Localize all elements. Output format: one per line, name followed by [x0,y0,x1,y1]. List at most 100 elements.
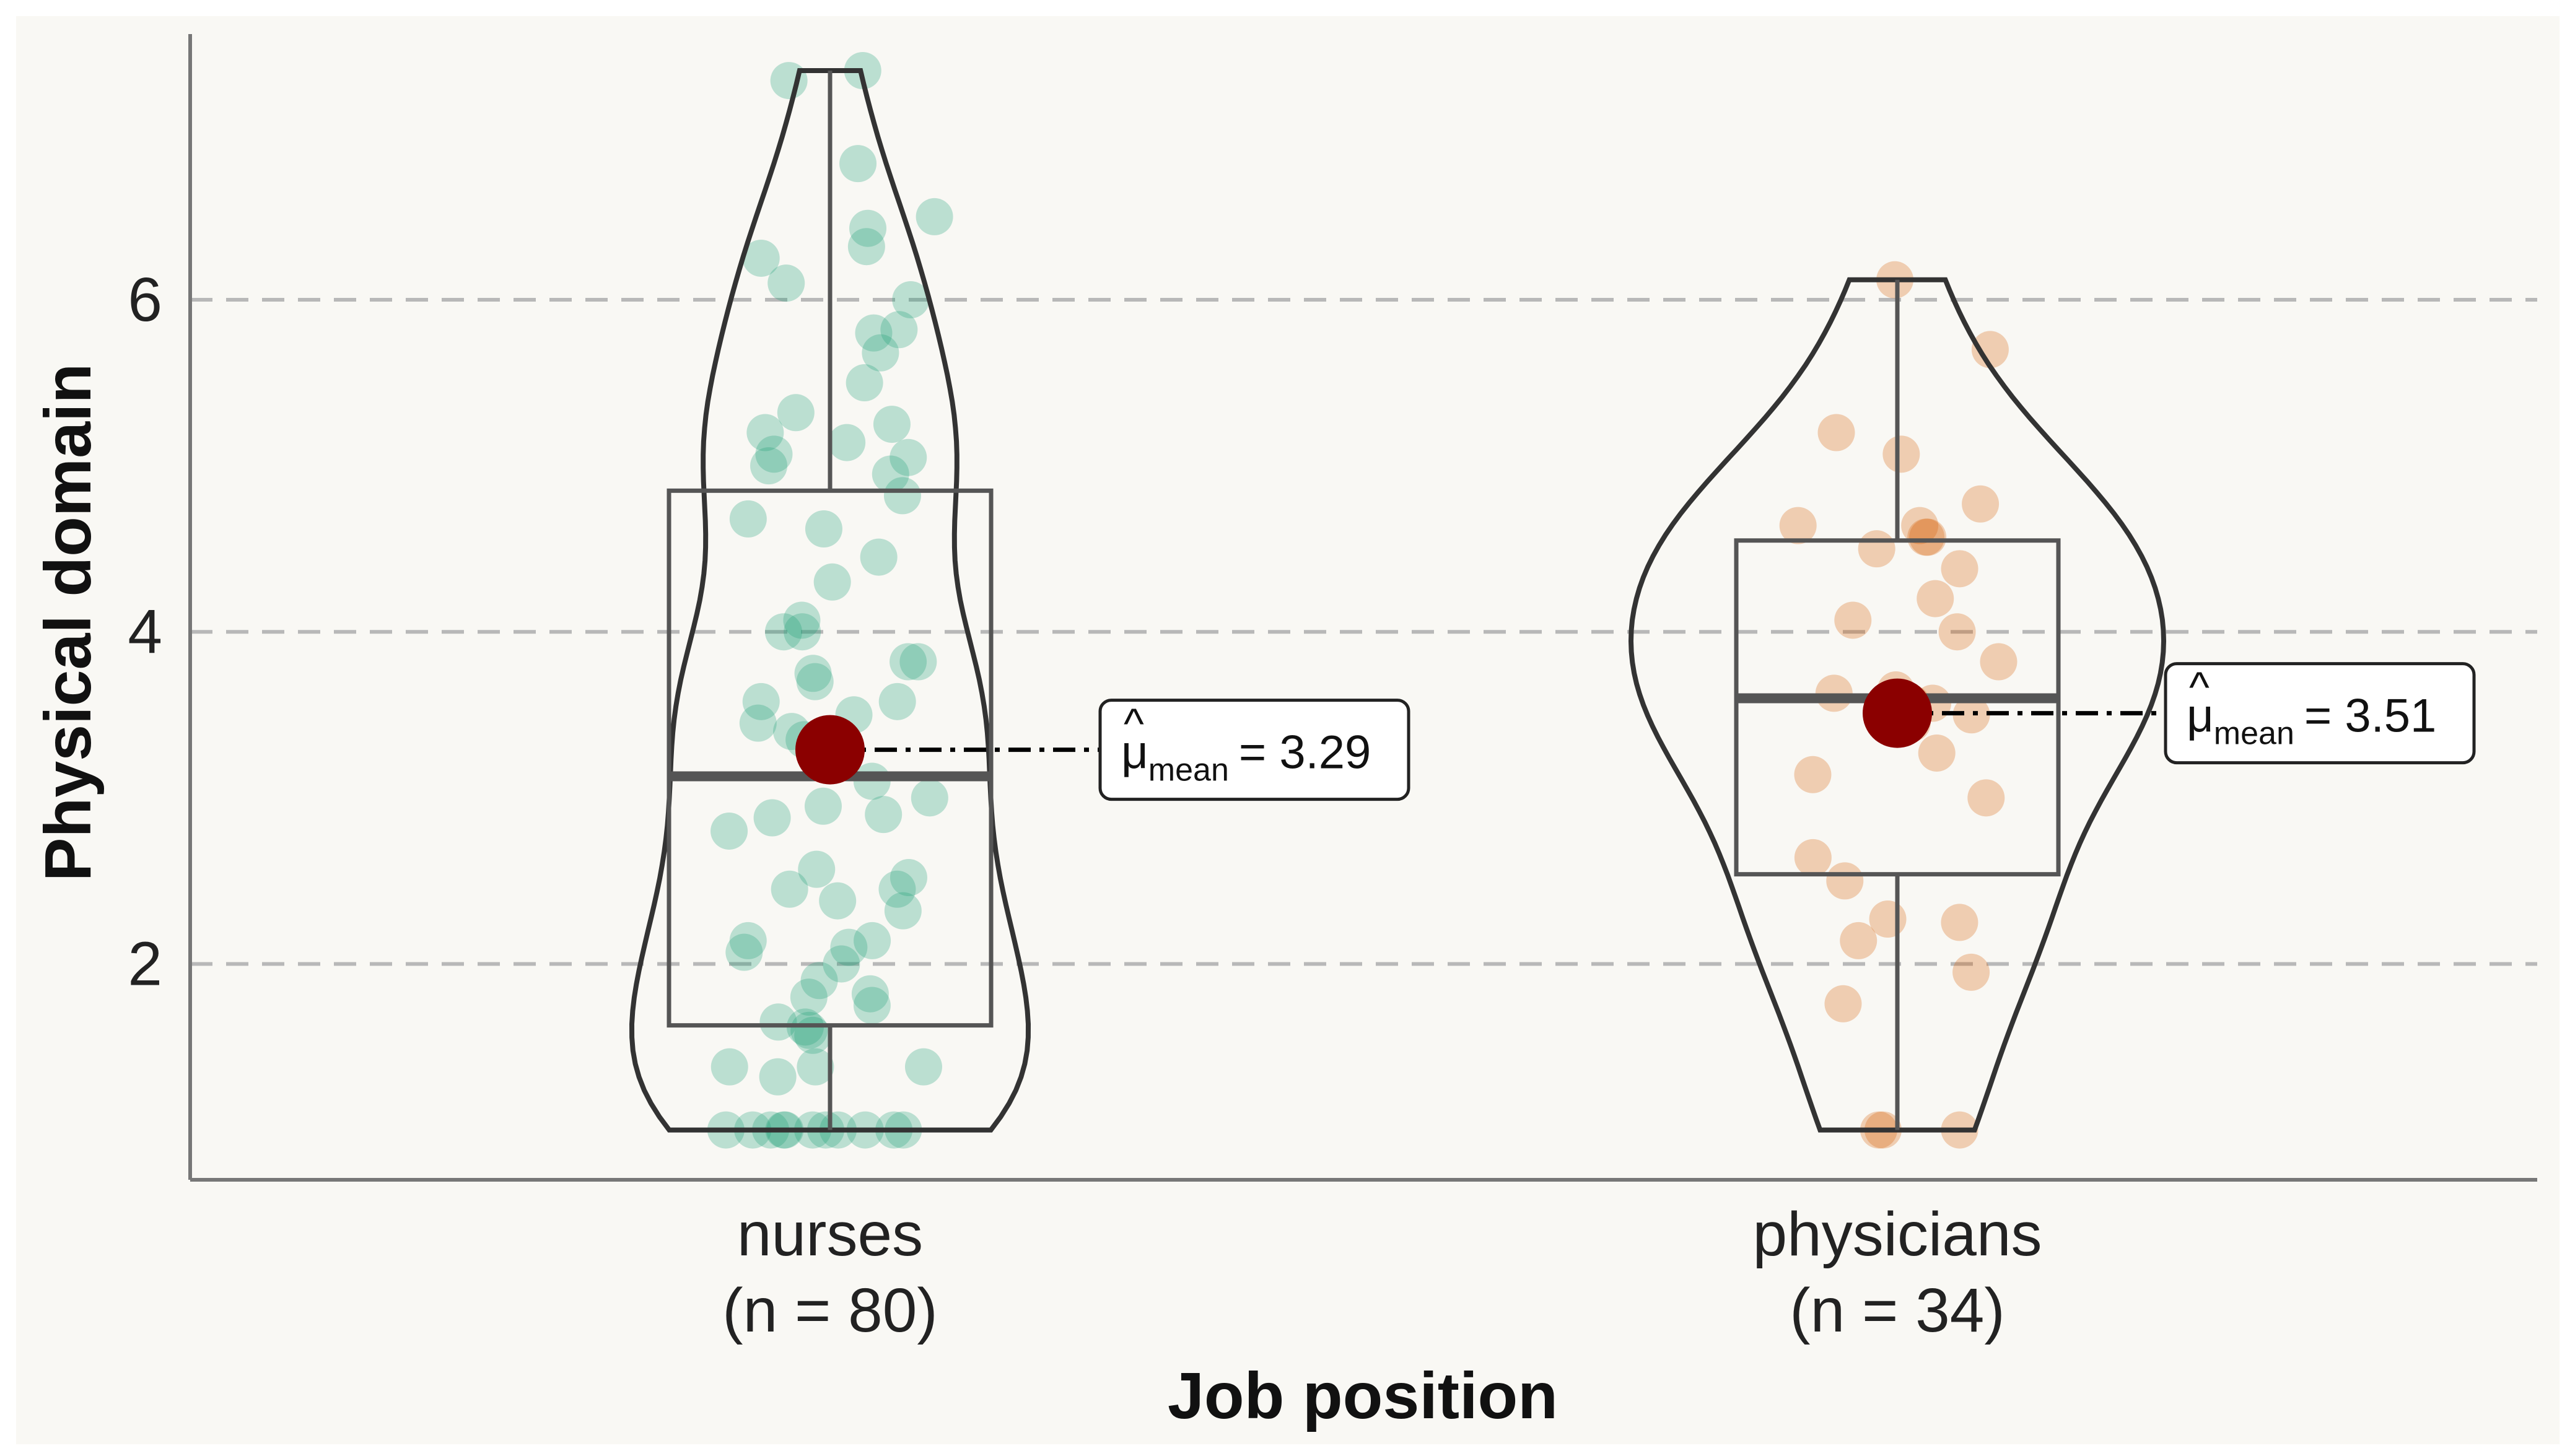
data-point-physicians [1882,435,1920,473]
mean-point-nurses [795,715,865,785]
data-point-nurses [742,239,780,277]
data-point-nurses [890,643,927,681]
data-point-nurses [853,987,891,1024]
data-point-physicians [1815,674,1853,712]
data-point-nurses [794,1016,832,1054]
data-point-nurses [884,892,922,930]
data-point-nurses [872,455,909,493]
data-point-nurses [878,870,916,908]
data-point-nurses [794,655,832,692]
x-tick-label-nurses: nurses [737,1200,923,1269]
data-point-physicians [1952,953,1990,991]
data-point-nurses [890,859,927,897]
data-point-nurses [767,264,805,302]
mean-point-physicians [1863,678,1932,748]
mean-markers: μmean = 3.29^ μmean = 3.51^ [795,662,2476,801]
data-point-physicians [1826,862,1864,900]
x-axis-title: Job position [1168,1359,1558,1432]
mean-hat-symbol: ^ [1124,700,1144,748]
data-point-nurses [916,198,953,235]
data-point-nurses [759,1058,797,1096]
data-point-nurses [742,682,780,720]
box-physicians [1734,538,2061,877]
data-point-nurses [710,1048,748,1086]
data-point-physicians [1779,507,1817,544]
y-tick-label: 6 [128,265,162,334]
data-point-physicians [1834,601,1872,639]
data-point-nurses [796,663,834,700]
data-point-nurses [790,1011,828,1049]
data-point-physicians [1971,331,2009,368]
data-point-physicians [1858,530,1895,568]
data-point-nurses [880,311,918,349]
data-point-physicians [1918,734,1956,772]
data-point-nurses [764,613,802,651]
data-point-nurses [865,796,903,834]
violin-physicians [1628,277,2167,1133]
data-point-physicians [1817,414,1855,451]
data-point-nurses [890,438,927,476]
data-point-nurses [839,145,877,183]
data-point-nurses [710,812,748,850]
data-point-nurses [805,510,842,547]
data-point-nurses [797,1048,834,1086]
data-point-nurses [873,406,911,443]
data-point-nurses [830,928,868,966]
data-point-physicians [1909,518,1947,556]
y-tick-label: 4 [128,597,162,666]
data-point-physicians [1907,518,1945,556]
x-tick-n-physicians: (n = 34) [1790,1276,2004,1345]
data-point-physicians [1941,550,1978,588]
data-point-nurses [739,704,777,742]
data-point-physicians [1941,904,1978,941]
data-point-nurses [904,1048,942,1086]
data-point-physicians [1980,643,2018,681]
mean-label-physicians: μmean = 3.51^ [2164,662,2476,765]
data-point-nurses [854,922,891,959]
box-nurses [667,488,994,1028]
x-tick-label-physicians: physicians [1753,1200,2042,1269]
data-point-nurses [729,922,767,959]
data-point-nurses [729,500,767,538]
data-point-nurses [725,933,763,971]
data-point-nurses [759,1003,797,1041]
data-point-physicians [1952,696,1990,734]
x-tick-n-nurses: (n = 80) [722,1276,937,1345]
mean-label-box [2164,662,2476,765]
data-point-nurses [750,447,788,485]
data-point-nurses [813,563,851,601]
data-point-physicians [1917,580,1954,617]
data-point-nurses [847,228,885,266]
data-point-nurses [777,394,815,432]
data-point-nurses [804,787,842,825]
data-point-nurses [790,979,828,1016]
data-point-nurses [755,435,793,473]
axes [188,34,2537,1182]
y-axis-title: Physical domain [32,364,105,882]
data-point-nurses [892,281,930,318]
data-point-physicians [1962,485,2000,523]
mean-label-nurses: μmean = 3.29^ [1098,699,1410,801]
data-point-nurses [862,334,899,372]
data-point-physicians [1967,779,2005,817]
data-point-nurses [753,799,791,837]
data-point-physicians [1824,985,1862,1022]
data-point-nurses [828,424,866,461]
data-point-nurses [746,414,784,451]
data-point-physicians [1840,922,1878,959]
data-point-nurses [855,314,893,352]
data-point-nurses [911,779,948,817]
data-point-nurses [800,962,838,1000]
data-point-nurses [783,601,821,639]
data-point-nurses [770,62,808,100]
mean-hat-symbol: ^ [2189,663,2210,712]
data-point-nurses [823,945,860,983]
data-point-nurses [851,975,889,1013]
data-point-nurses [849,209,887,247]
data-point-nurses [878,682,916,720]
data-point-physicians [1794,756,1832,793]
data-point-nurses [784,613,821,651]
data-point-nurses [846,364,883,402]
